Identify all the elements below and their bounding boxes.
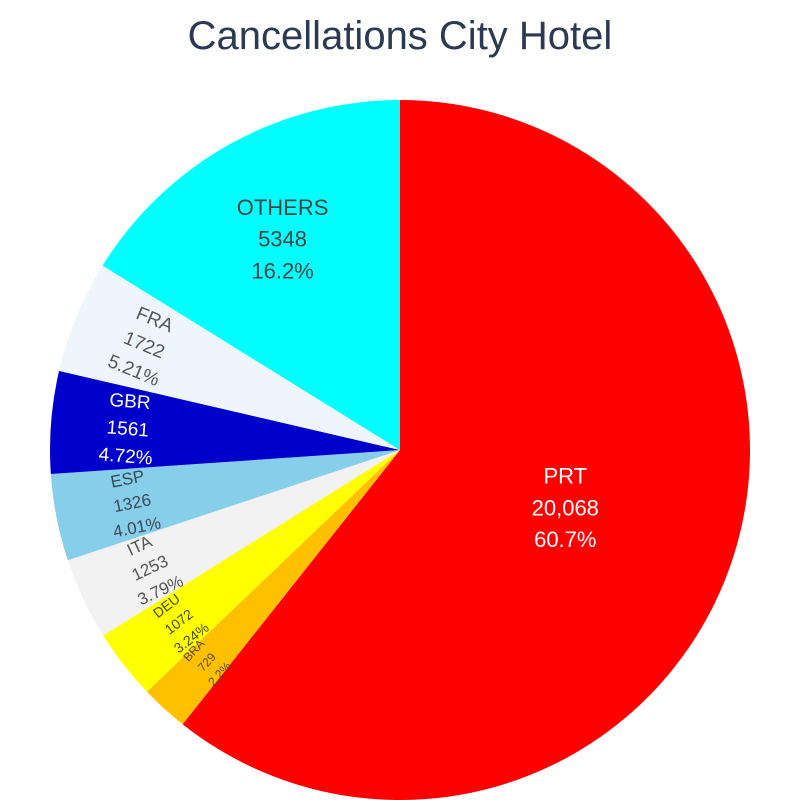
pie-slice-gbr	[50, 370, 401, 474]
pie-slice-prt	[182, 100, 750, 800]
slice-value-label-prt: 20,068	[532, 495, 599, 520]
pie-slice-ita	[67, 450, 400, 636]
slice-percent-label-gbr: 4.72%	[98, 444, 153, 469]
pie-slice-others	[102, 100, 401, 450]
pie-slice-esp	[50, 450, 401, 561]
slice-label-prt: PRT 20,068 60.7%	[532, 463, 599, 552]
slice-label-gbr: GBR 1561 4.72%	[98, 390, 153, 470]
pie-slice-bra	[146, 450, 400, 725]
slice-value-label-others: 5348	[258, 227, 307, 252]
slice-category-label-prt: PRT	[543, 463, 587, 488]
chart-title: Cancellations City Hotel	[187, 14, 613, 58]
slice-category-label-gbr: GBR	[109, 390, 152, 414]
pie-slice-deu	[103, 450, 401, 692]
slice-category-label-others: OTHERS	[237, 195, 329, 220]
slice-value-label-gbr: 1561	[106, 417, 150, 441]
slice-label-others: OTHERS 5348 16.2%	[237, 195, 329, 284]
slice-percent-label-prt: 60.7%	[534, 527, 596, 552]
pie-slice-fra	[59, 265, 401, 450]
slice-percent-label-others: 16.2%	[251, 259, 313, 284]
